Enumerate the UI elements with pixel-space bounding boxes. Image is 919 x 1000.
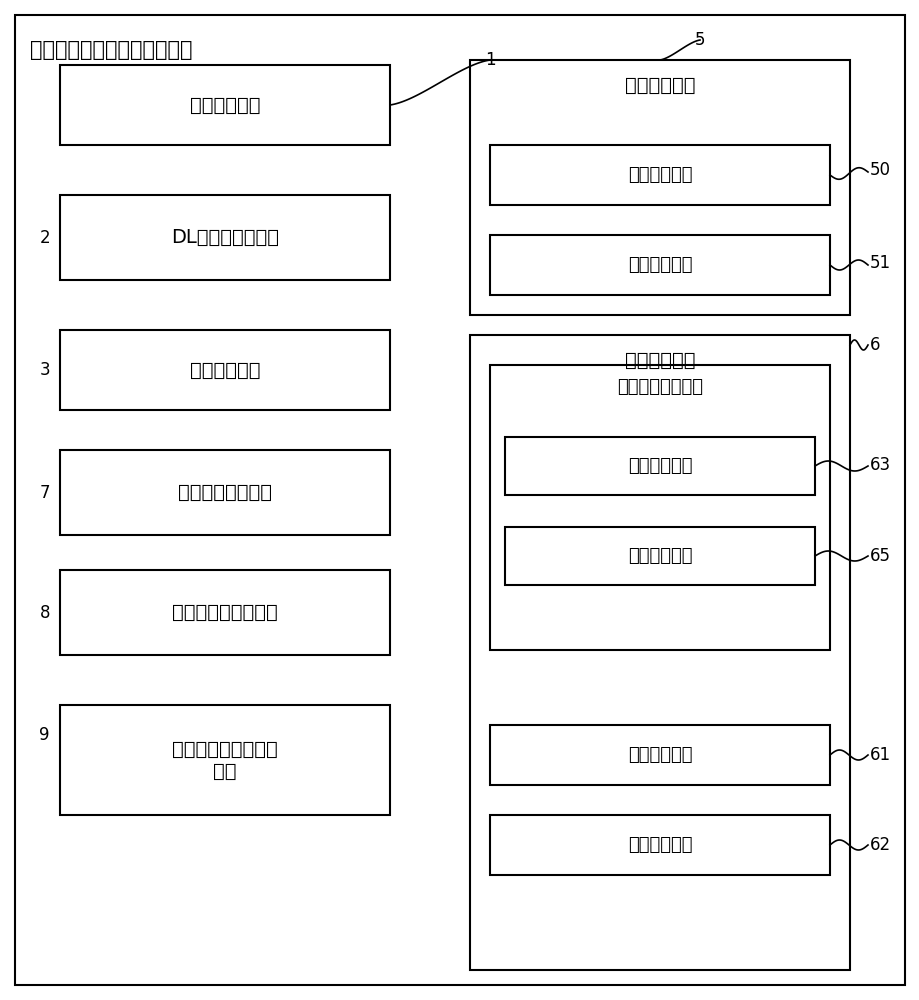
Text: 虚拟模型模块: 虚拟模型模块 (624, 351, 695, 369)
Text: 1: 1 (484, 51, 494, 69)
Text: 模具零件明细表生成
模块: 模具零件明细表生成 模块 (172, 740, 278, 780)
Text: 7: 7 (40, 484, 50, 502)
Text: 9: 9 (40, 726, 50, 744)
Text: 逻辑规则单元: 逻辑规则单元 (627, 457, 691, 475)
Text: 8: 8 (40, 604, 50, 622)
Bar (60, 705, 390, 815)
Bar (490, 145, 829, 205)
Bar (60, 195, 390, 280)
Bar (470, 335, 849, 970)
Bar (470, 60, 849, 315)
Bar (505, 527, 814, 585)
Bar (490, 815, 829, 875)
Text: 51: 51 (869, 254, 891, 272)
Text: 智能转换模块: 智能转换模块 (189, 360, 260, 379)
Text: 61: 61 (869, 746, 891, 764)
Bar (490, 235, 829, 295)
Text: 汽车覆盖件模具智能设计系统: 汽车覆盖件模具智能设计系统 (30, 40, 192, 60)
Bar (60, 330, 390, 410)
Bar (60, 65, 390, 145)
Text: 65: 65 (869, 547, 890, 565)
Bar (505, 437, 814, 495)
Bar (490, 725, 829, 785)
Text: 6: 6 (869, 336, 879, 354)
Text: 逻辑规则单元: 逻辑规则单元 (627, 166, 691, 184)
Text: DL工艺图分析模块: DL工艺图分析模块 (171, 228, 278, 247)
Text: 模具模型转换模块: 模具模型转换模块 (177, 483, 272, 502)
Text: 3: 3 (40, 361, 50, 379)
Text: 数学模型单元: 数学模型单元 (627, 256, 691, 274)
Text: 数学模型单元: 数学模型单元 (627, 836, 691, 854)
Text: 63: 63 (869, 456, 891, 474)
Bar (490, 365, 829, 650)
Text: 5: 5 (694, 31, 705, 49)
Text: 产品选择模块: 产品选择模块 (189, 96, 260, 114)
Text: 二维工程图转换模块: 二维工程图转换模块 (172, 603, 278, 622)
Text: 智能推算模块: 智能推算模块 (624, 76, 695, 95)
Text: 62: 62 (869, 836, 891, 854)
Text: 数学模型单元: 数学模型单元 (627, 547, 691, 565)
Text: 2: 2 (40, 229, 50, 247)
Text: 逻辑规则单元: 逻辑规则单元 (627, 746, 691, 764)
Bar (60, 570, 390, 655)
Text: 智能对象生成模组: 智能对象生成模组 (617, 378, 702, 396)
Bar (60, 450, 390, 535)
Text: 50: 50 (869, 161, 890, 179)
